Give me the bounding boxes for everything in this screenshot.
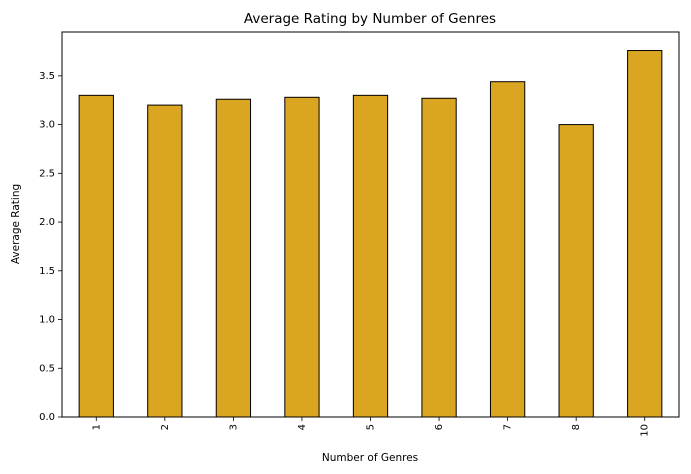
bar-5 <box>352 94 389 418</box>
x-tick-label-10: 10 <box>640 424 651 437</box>
bar-7 <box>489 81 526 418</box>
bar-10 <box>627 50 663 418</box>
bar-2 <box>147 104 183 418</box>
y-tick-label-3.0: 3.0 <box>39 120 55 131</box>
y-axis: 0.0 0.5 1.0 1.5 2.0 2.5 3.0 3.5 <box>39 71 62 423</box>
bar-1 <box>78 94 114 418</box>
x-tick-label-3: 3 <box>228 424 239 430</box>
bar-3 <box>215 98 252 418</box>
bar-8 <box>558 124 594 418</box>
y-axis-label: Average Rating <box>10 184 22 264</box>
x-tick-label-6: 6 <box>434 424 445 430</box>
x-tick-label-8: 8 <box>571 424 582 430</box>
bars-group <box>78 50 663 418</box>
x-tick-label-1: 1 <box>91 424 102 430</box>
x-tick-label-7: 7 <box>503 424 514 430</box>
y-tick-label-3.5: 3.5 <box>39 71 55 82</box>
x-tick-label-2: 2 <box>160 424 171 430</box>
y-tick-label-0.0: 0.0 <box>39 412 55 423</box>
x-tick-label-4: 4 <box>297 424 308 430</box>
x-tick-label-5: 5 <box>366 424 377 430</box>
y-tick-label-1.0: 1.0 <box>39 315 55 326</box>
y-tick-label-0.5: 0.5 <box>39 363 55 374</box>
y-tick-label-2.5: 2.5 <box>39 168 55 179</box>
x-axis-label: Number of Genres <box>322 452 418 464</box>
x-axis: 1 2 3 4 5 6 7 8 10 <box>91 417 651 437</box>
chart-title: Average Rating by Number of Genres <box>244 11 496 27</box>
y-tick-label-2.0: 2.0 <box>39 217 55 228</box>
bar-4 <box>284 96 320 418</box>
y-tick-label-1.5: 1.5 <box>39 266 55 277</box>
bar-6 <box>421 97 457 418</box>
